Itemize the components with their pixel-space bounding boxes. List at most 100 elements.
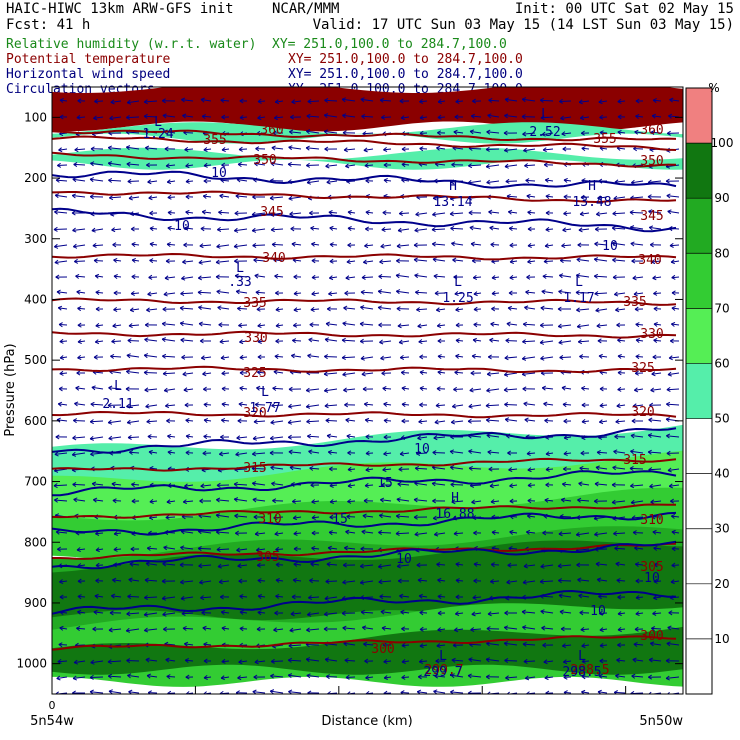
wind-vector-head [287, 657, 293, 663]
wind-vector-head [545, 194, 550, 199]
wind-vector-head [470, 627, 475, 633]
theta-label: 345 [260, 205, 283, 220]
wind-vector-head [198, 305, 203, 311]
wind-vector [505, 418, 518, 422]
wind-vector-head [378, 322, 383, 328]
wind-vector-head [218, 322, 223, 328]
wind-vector-head [309, 578, 314, 584]
wind-vector [253, 259, 266, 262]
wind-vector [433, 516, 446, 519]
wind-vector [472, 596, 482, 599]
wind-vector [238, 324, 248, 327]
theta-label: 298.5 [570, 663, 609, 678]
wind-vector-head [653, 306, 658, 312]
wind-vector [289, 628, 302, 632]
theta-label-right: 310 [640, 513, 663, 528]
wind-vector [396, 274, 410, 278]
wind-vector [560, 260, 572, 262]
wind-vector-head [239, 594, 244, 599]
wind-vector-head [504, 163, 509, 169]
wind-vector-head [545, 227, 550, 232]
wind-vector-head [326, 561, 331, 567]
wind-vector [111, 483, 122, 486]
wind-vector [113, 259, 122, 262]
wind-vector [180, 322, 194, 326]
wind-vector [630, 484, 644, 487]
wind-vector [632, 659, 644, 662]
wind-vector-head [453, 386, 458, 392]
wind-vector-head [432, 211, 437, 217]
wind-vector [127, 595, 140, 598]
wind-vector-head [57, 546, 62, 552]
wind-vector-head [183, 387, 188, 393]
wind-vector [164, 388, 176, 392]
wind-vector-head [670, 579, 675, 585]
wind-vector [126, 354, 140, 358]
wind-vector-head [580, 627, 585, 632]
wind-vector [235, 195, 248, 198]
wind-vector-head [468, 403, 473, 409]
wind-vector [615, 675, 626, 678]
wind-vector [616, 659, 626, 662]
wind-vector-head [184, 658, 190, 663]
plot-area: 3603553503453403353303253203153103053002… [16, 86, 684, 695]
wind-vector [131, 483, 140, 486]
wind-vector-head [180, 337, 185, 343]
wind-vector-head [383, 451, 388, 457]
legend-field-label: Horizontal wind speed [6, 67, 170, 82]
wind-vector-head [219, 193, 224, 199]
wind-vector-head [633, 387, 639, 393]
wind-vector-head [509, 259, 514, 265]
wind-vector-head [418, 593, 423, 599]
wind-vector [452, 147, 464, 150]
wind-vector [419, 644, 428, 647]
wind-vector [111, 340, 122, 343]
wind-vector-head [59, 98, 64, 103]
wind-vector-head [416, 450, 421, 456]
colorbar-swatch [686, 528, 712, 584]
wind-vector-head [616, 322, 621, 328]
wind-vector [238, 163, 248, 166]
wind-vector-head [395, 289, 401, 295]
wind-vector-head [59, 355, 64, 360]
wind-vector [182, 372, 194, 375]
wind-vector-head [200, 97, 205, 103]
wind-vector [361, 531, 374, 534]
wind-vector [254, 660, 266, 663]
wind-vector-head [363, 401, 369, 407]
wind-vector-head [527, 482, 532, 488]
wind-vector [365, 468, 374, 471]
wind-vector [504, 164, 518, 168]
wind-vector-head [125, 627, 131, 633]
wind-vector [289, 212, 302, 215]
wind-vector [649, 659, 662, 662]
wind-vector-head [382, 386, 387, 392]
wind-vector [343, 388, 356, 391]
wind-vector [307, 612, 320, 616]
wind-vector-head [109, 610, 114, 616]
wind-vector [257, 324, 266, 327]
wind-vector-head [146, 673, 151, 679]
wind-vector-head [327, 545, 332, 551]
wind-vector [270, 675, 284, 678]
wind-vector-head [398, 339, 403, 345]
wind-vector-head [543, 659, 548, 665]
wind-vector-head [653, 545, 658, 551]
wind-vector-head [468, 449, 473, 454]
wind-vector-head [522, 641, 527, 647]
wind-vector [652, 612, 662, 615]
wind-vector-head [256, 306, 261, 312]
wind-vector [560, 116, 572, 119]
wind-vector-head [217, 563, 222, 569]
wind-vector-head [90, 146, 95, 152]
wind-vector-head [401, 162, 406, 168]
wind-vector [471, 243, 482, 246]
wind-vector [543, 148, 554, 151]
wind-vector-head [293, 291, 298, 296]
wind-vector [650, 500, 662, 503]
wind-vector [270, 420, 284, 424]
wind-speed-label: 10 [211, 166, 227, 181]
wind-vector-head [399, 451, 404, 457]
wind-vector-head [162, 353, 167, 359]
wind-vector-head [396, 243, 401, 249]
